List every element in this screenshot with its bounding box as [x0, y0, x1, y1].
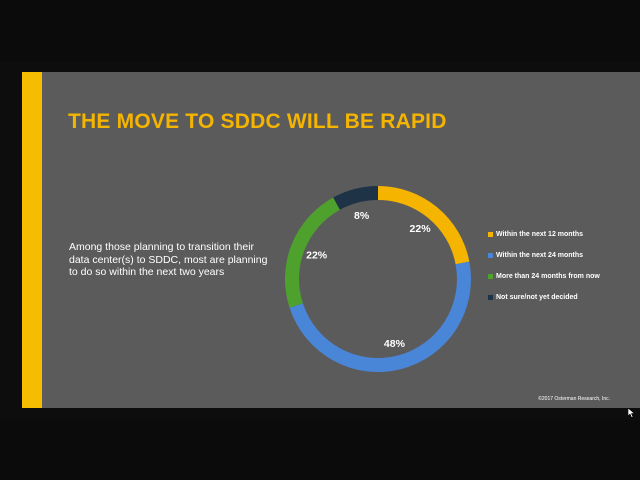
data-label-more-than-24-months: 22% [306, 250, 328, 262]
legend-item-12-months: Within the next 12 months [488, 230, 622, 239]
legend-label: Within the next 12 months [496, 231, 584, 238]
legend-swatch [488, 295, 493, 300]
legend-swatch [488, 274, 493, 279]
legend-label: Within the next 24 months [496, 252, 584, 259]
accent-bar [22, 72, 42, 408]
slice-more-than-24-months [285, 197, 340, 308]
legend-item-not-sure: Not sure/not yet decided [488, 293, 622, 302]
data-label-not-sure: 8% [354, 210, 370, 222]
data-label-within-12-months: 22% [410, 223, 432, 235]
mouse-cursor-icon [628, 408, 636, 418]
slice-within-12-months [378, 186, 470, 265]
legend-label: Not sure/not yet decided [496, 294, 578, 301]
slice-within-24-months [289, 261, 471, 372]
legend-swatch [488, 232, 493, 237]
slide-description: Among those planning to transition their… [69, 241, 268, 278]
slice-not-sure [333, 186, 378, 210]
data-label-within-24-months: 48% [384, 338, 406, 350]
donut-chart: 22% 48% 22% 8% [285, 186, 471, 372]
legend-swatch [488, 253, 493, 258]
presentation-slide: THE MOVE TO SDDC WILL BE RAPID Among tho… [22, 72, 640, 408]
legend-label: More than 24 months from now [496, 273, 600, 280]
copyright-notice: ©2017 Osterman Research, Inc. [538, 396, 610, 402]
window-top-band [0, 0, 640, 62]
legend-item-more-than-24-months: More than 24 months from now [488, 272, 622, 281]
legend-item-24-months: Within the next 24 months [488, 251, 622, 260]
slide-title: THE MOVE TO SDDC WILL BE RAPID [68, 110, 447, 133]
window-bottom-band [0, 420, 640, 480]
